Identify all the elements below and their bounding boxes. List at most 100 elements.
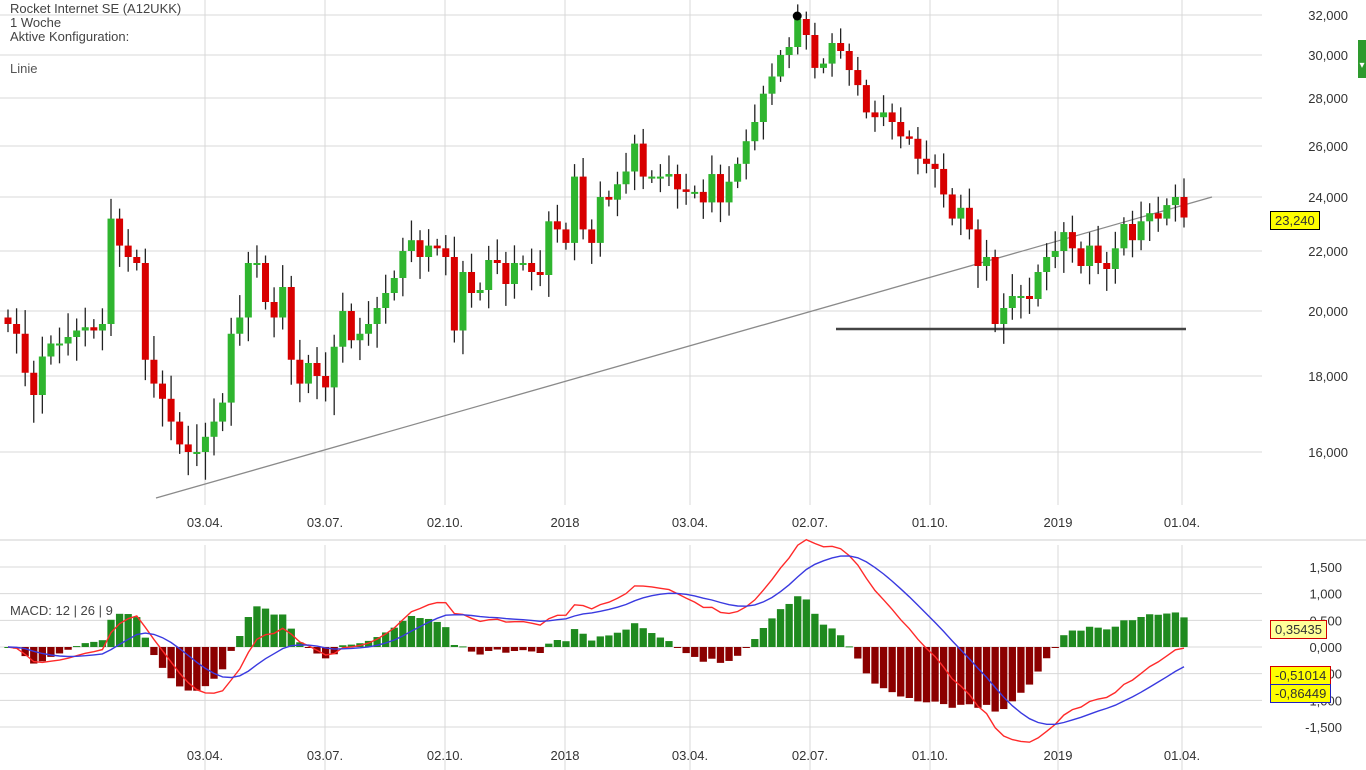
macd-hist-bar-down [742, 647, 750, 648]
candle-down [159, 383, 167, 399]
price-y-tick-label: 26,000 [1308, 139, 1348, 154]
candle-up [1043, 257, 1051, 272]
macd-hist-bar-down [1017, 647, 1025, 693]
candle-down [682, 189, 690, 192]
macd-y-tick-label: 1,500 [1309, 560, 1342, 575]
macd-hist-bar-up [794, 596, 802, 647]
chart-type-label: Linie [10, 61, 38, 76]
candle-down [433, 245, 441, 249]
candle-up [64, 337, 72, 344]
price-y-tick-label: 16,000 [1308, 445, 1348, 460]
macd-hist-bar-down [1025, 647, 1034, 685]
macd-hist-bar-up [785, 603, 793, 647]
macd-hist-bar-down [55, 647, 64, 654]
macd-hist-bar-down [47, 647, 55, 657]
candle-down [588, 229, 596, 243]
macd-hist-bar-up [1146, 614, 1154, 647]
candle-down [528, 263, 536, 272]
macd-hist-bar-down [699, 647, 707, 662]
candle-down [1025, 296, 1033, 299]
macd-hist-bar-down [193, 647, 201, 691]
candle-down [914, 138, 922, 159]
candle-up [613, 184, 621, 200]
macd-hist-bar-up [588, 640, 596, 647]
macd-hist-bar-up [1180, 617, 1188, 647]
candle-up [785, 47, 793, 55]
candle-down [639, 143, 647, 177]
macd-hist-bar-down [982, 647, 991, 705]
macd-hist-bar-down [21, 647, 29, 657]
macd-hist-bar-up [347, 644, 356, 647]
candle-up [1171, 197, 1179, 206]
candle-down [116, 218, 124, 246]
macd-hist-bar-up [287, 628, 295, 647]
price-x-tick-label: 2019 [1044, 515, 1073, 530]
macd-hist-bar-up [562, 641, 570, 647]
macd-line [7, 538, 1185, 743]
macd-hist-bar-up [759, 627, 768, 647]
candle-up [1017, 296, 1025, 298]
macd-hist-bar-down [201, 647, 210, 687]
macd-x-tick-label: 02.07. [792, 748, 828, 763]
candle-down [862, 85, 870, 113]
candle-up [382, 293, 390, 308]
candle-down [167, 398, 175, 422]
candle-down [270, 302, 278, 318]
macd-hist-bar-up [236, 636, 244, 647]
candle-down [13, 324, 21, 334]
candle-down [811, 35, 819, 68]
candle-up [107, 218, 115, 324]
candle-down [897, 122, 905, 137]
interval-label: 1 Woche [10, 15, 62, 30]
macd-x-tick-label: 01.04. [1164, 748, 1200, 763]
macd-hist-bar-down [888, 647, 896, 693]
candle-down [1154, 213, 1162, 219]
price-x-tick-label: 01.04. [1164, 515, 1200, 530]
candle-up [253, 263, 261, 265]
price-y-tick-label: 18,000 [1308, 369, 1348, 384]
macd-hist-bar-down [931, 647, 939, 702]
macd-histogram [4, 596, 1188, 712]
candle-up [279, 287, 287, 318]
macd-hist-bar-down [30, 647, 38, 664]
candle-down [468, 272, 476, 293]
candle-up [201, 436, 209, 452]
candle-up [47, 343, 55, 357]
macd-hist-bar-down [965, 647, 974, 705]
scroll-arrow-icon[interactable]: ▾ [1359, 60, 1365, 71]
candle-up [1163, 205, 1171, 219]
macd-hist-bar-up [124, 614, 132, 647]
candle-down [141, 263, 149, 360]
macd-hist-bar-up [261, 608, 270, 647]
macd-hist-bar-down [691, 647, 699, 657]
macd-x-tick-label: 2019 [1044, 748, 1073, 763]
macd-hist-bar-up [802, 599, 810, 647]
candle-down [502, 263, 510, 284]
macd-hist-bar-down [1051, 647, 1059, 648]
price-y-tick-label: 24,000 [1308, 190, 1348, 205]
macd-hist-bar-up [279, 614, 287, 647]
scrollbar-handle[interactable] [1358, 40, 1366, 78]
macd-hist-bar-up [819, 624, 828, 647]
macd-x-tick-label: 2018 [551, 748, 580, 763]
candle-up [656, 176, 664, 179]
candle-up [210, 421, 218, 437]
macd-hist-bar-down [871, 647, 879, 684]
high-marker-dot [792, 11, 802, 21]
macd-hist-bar-down [158, 647, 167, 668]
macd-hist-bar-up [382, 632, 390, 647]
candle-up [81, 327, 89, 331]
candle-down [553, 221, 561, 230]
candle-down [150, 359, 158, 384]
macd-hist-bar-down [991, 647, 999, 712]
macd-hist-bar-up [373, 637, 381, 647]
candle-down [716, 174, 724, 203]
price-x-tick-label: 03.04. [187, 515, 223, 530]
candle-up [244, 263, 252, 318]
price-x-tick-label: 03.07. [307, 515, 343, 530]
candle-down [313, 363, 321, 376]
macd-hist-bar-down [176, 647, 184, 687]
macd-lines [7, 538, 1185, 743]
price-x-tick-label: 2018 [551, 515, 580, 530]
candle-up [759, 93, 767, 122]
